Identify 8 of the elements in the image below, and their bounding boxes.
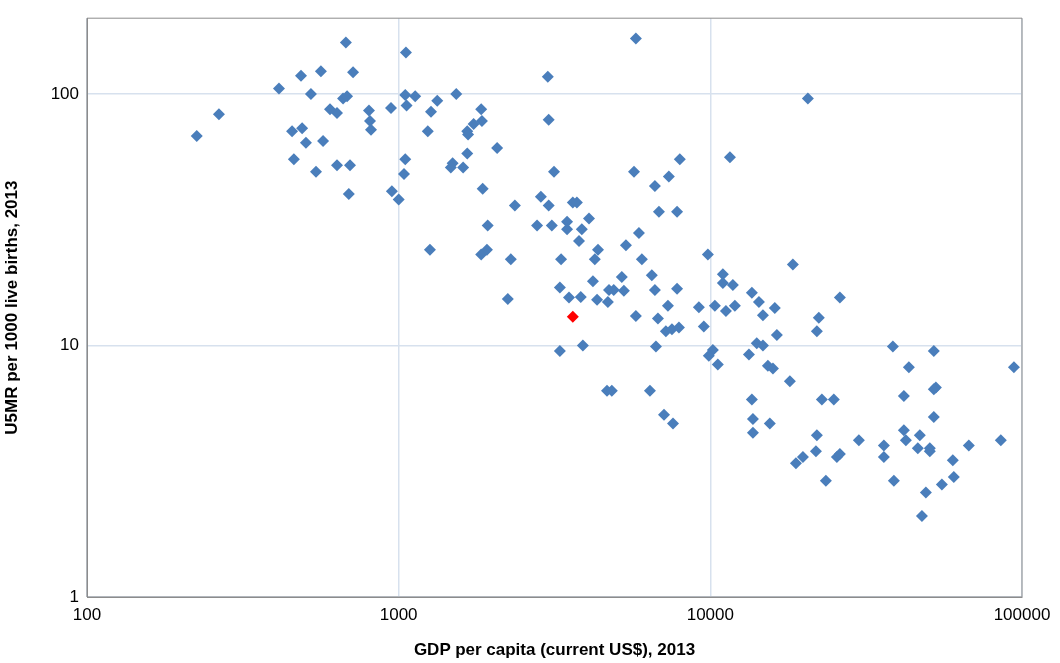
y-tick-label: 10 [60,335,79,355]
y-tick-label: 100 [50,83,79,103]
x-tick-label: 100000 [993,604,1051,624]
x-tick-label: 1000 [379,604,418,624]
x-axis-title: GDP per capita (current US$), 2013 [413,640,696,660]
y-axis-title: U5MR per 1000 live births, 2013 [1,180,21,435]
y-tick-label: 1 [69,586,79,606]
x-tick-label: 10000 [686,604,734,624]
